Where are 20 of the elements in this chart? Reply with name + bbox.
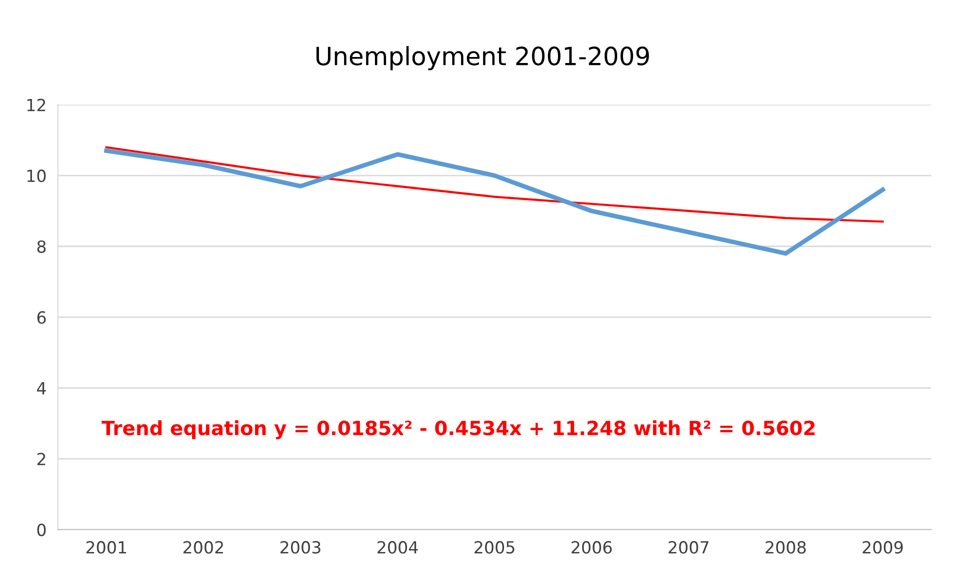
line-series: [105, 146, 884, 223]
x-tick-label: 2006: [572, 541, 612, 554]
y-tick-label: 2: [37, 452, 46, 466]
x-tick-label: 2003: [280, 541, 320, 554]
y-tick-label: 10: [27, 170, 46, 182]
y-tick-label: 0: [37, 524, 46, 536]
x-tick-label: 2007: [668, 541, 708, 554]
x-tick-label: 2009: [862, 541, 903, 554]
y-tick-label: 12: [27, 98, 46, 112]
x-tick-label: 2002: [183, 541, 223, 554]
x-tick-label: 2008: [766, 541, 806, 554]
x-tick-label: 2001: [86, 541, 126, 554]
y-tick-label: 6: [37, 311, 46, 324]
y-tick-label: 8: [37, 240, 46, 253]
chart-title: Unemployment 2001-2009: [316, 46, 649, 70]
x-tick-label: 2005: [474, 541, 514, 554]
line-series: [104, 148, 885, 256]
annotation: Trend equation y = 0.0185x² - 0.4534x + 11.248 with R² = 0.5602: [102, 420, 815, 440]
y-tick-label: 4: [37, 382, 46, 394]
x-tick-label: 2004: [378, 541, 418, 554]
